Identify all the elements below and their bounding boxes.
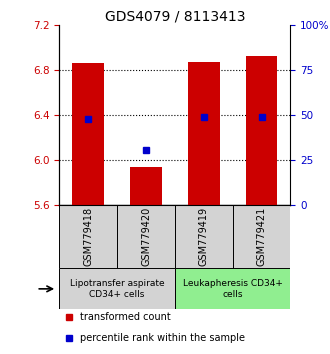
Text: GSM779418: GSM779418: [83, 207, 93, 266]
Text: GSM779419: GSM779419: [199, 207, 209, 266]
Bar: [175, 205, 233, 268]
Bar: [233, 205, 290, 268]
Bar: [72, 63, 104, 205]
Bar: [188, 62, 220, 205]
Text: transformed count: transformed count: [80, 312, 171, 322]
Bar: [117, 205, 175, 268]
Bar: [175, 268, 290, 309]
Bar: [246, 56, 278, 205]
Bar: [59, 205, 117, 268]
Text: Lipotransfer aspirate
CD34+ cells: Lipotransfer aspirate CD34+ cells: [70, 279, 164, 299]
Text: Leukapheresis CD34+
cells: Leukapheresis CD34+ cells: [183, 279, 282, 299]
Bar: [59, 268, 175, 309]
Text: GSM779421: GSM779421: [256, 207, 267, 266]
Text: GSM779420: GSM779420: [141, 207, 151, 266]
Bar: [130, 167, 162, 205]
Title: GDS4079 / 8113413: GDS4079 / 8113413: [105, 10, 245, 24]
Text: percentile rank within the sample: percentile rank within the sample: [80, 332, 245, 343]
